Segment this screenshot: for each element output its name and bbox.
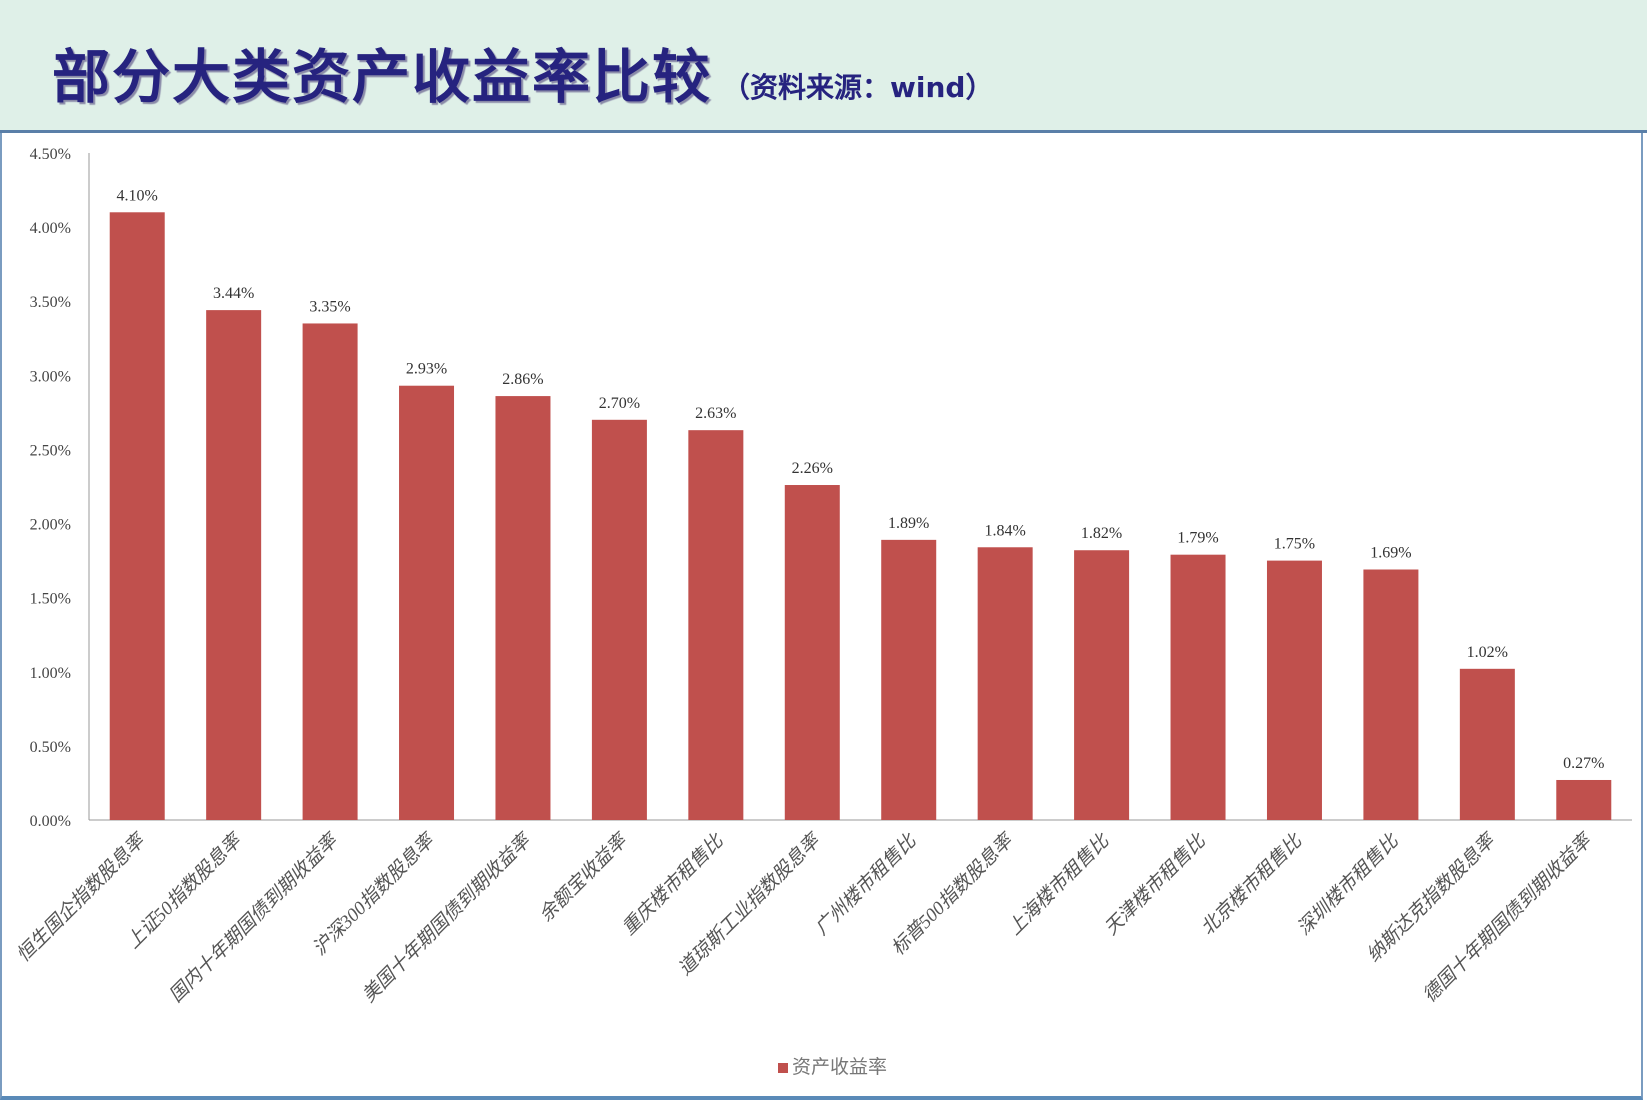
y-tick-label: 2.50% (30, 442, 71, 459)
y-tick-label: 4.00% (30, 220, 71, 237)
x-tick-label: 深圳楼市租售比 (1293, 829, 1404, 940)
data-label: 1.69% (1370, 545, 1411, 562)
data-label: 1.89% (888, 515, 929, 532)
data-label: 0.27% (1563, 755, 1604, 772)
x-tick-label: 美国十年期国债到期收益率 (358, 828, 537, 1007)
bar (591, 419, 647, 820)
x-tick-label: 天津楼市租售比 (1100, 829, 1211, 940)
data-label: 1.84% (984, 522, 1025, 539)
y-tick-label: 3.00% (30, 368, 71, 385)
bar (1556, 779, 1612, 820)
bar (1074, 550, 1130, 820)
data-label: 1.82% (1081, 525, 1122, 542)
data-label: 2.86% (502, 371, 543, 388)
x-tick-label: 重庆楼市租售比 (618, 829, 729, 940)
x-tick-label: 北京楼市租售比 (1196, 829, 1307, 940)
data-label: 1.02% (1467, 644, 1508, 661)
bar (881, 539, 937, 820)
bar (1459, 668, 1515, 820)
y-tick-label: 3.50% (30, 294, 71, 311)
bar (1363, 569, 1419, 820)
bar (784, 485, 840, 820)
data-label: 4.10% (117, 187, 158, 204)
y-tick-label: 2.00% (30, 517, 71, 534)
data-label: 2.63% (695, 405, 736, 422)
data-label: 1.75% (1274, 536, 1315, 553)
bar (1170, 554, 1226, 820)
bar (302, 323, 358, 820)
bar (1266, 560, 1322, 820)
data-label: 2.93% (406, 361, 447, 378)
data-label: 3.35% (309, 298, 350, 315)
bar (688, 430, 744, 820)
bar (109, 212, 165, 820)
data-label: 1.79% (1177, 530, 1218, 547)
y-tick-label: 1.00% (30, 665, 71, 682)
legend-label: 资产收益率 (792, 1056, 887, 1078)
source-note: （资料来源：wind） (722, 71, 994, 104)
bar-chart: 0.00% 0.50% 1.00% 1.50% 2.00% 2.50% 3.00% 3.50%… (12, 146, 1632, 1078)
y-tick-label: 0.50% (30, 739, 71, 756)
bar (399, 385, 455, 820)
bar (977, 547, 1033, 820)
x-tick-label: 国内十年期国债到期收益率 (165, 828, 344, 1007)
y-tick-label: 0.00% (30, 813, 71, 830)
x-tick-label: 上海楼市租售比 (1004, 829, 1115, 940)
x-tick-label: 广州楼市租售比 (811, 829, 922, 940)
data-label: 2.26% (792, 460, 833, 477)
title-text: 部分大类资产收益率比较 (52, 43, 713, 111)
slide-header: 部分大类资产收益率比较 （资料来源：wind） (0, 0, 1647, 133)
slide-title: 部分大类资产收益率比较 （资料来源：wind） (52, 30, 993, 114)
x-tick-label: 德国十年期国债到期收益率 (1419, 828, 1598, 1007)
x-tick-label: 余额宝收益率 (535, 828, 633, 926)
bar (495, 396, 551, 820)
data-label: 2.70% (599, 395, 640, 412)
bar (206, 310, 262, 820)
data-label: 3.44% (213, 285, 254, 302)
y-tick-label: 1.50% (30, 591, 71, 608)
legend-swatch (778, 1063, 788, 1073)
y-tick-label: 4.50% (30, 146, 71, 163)
